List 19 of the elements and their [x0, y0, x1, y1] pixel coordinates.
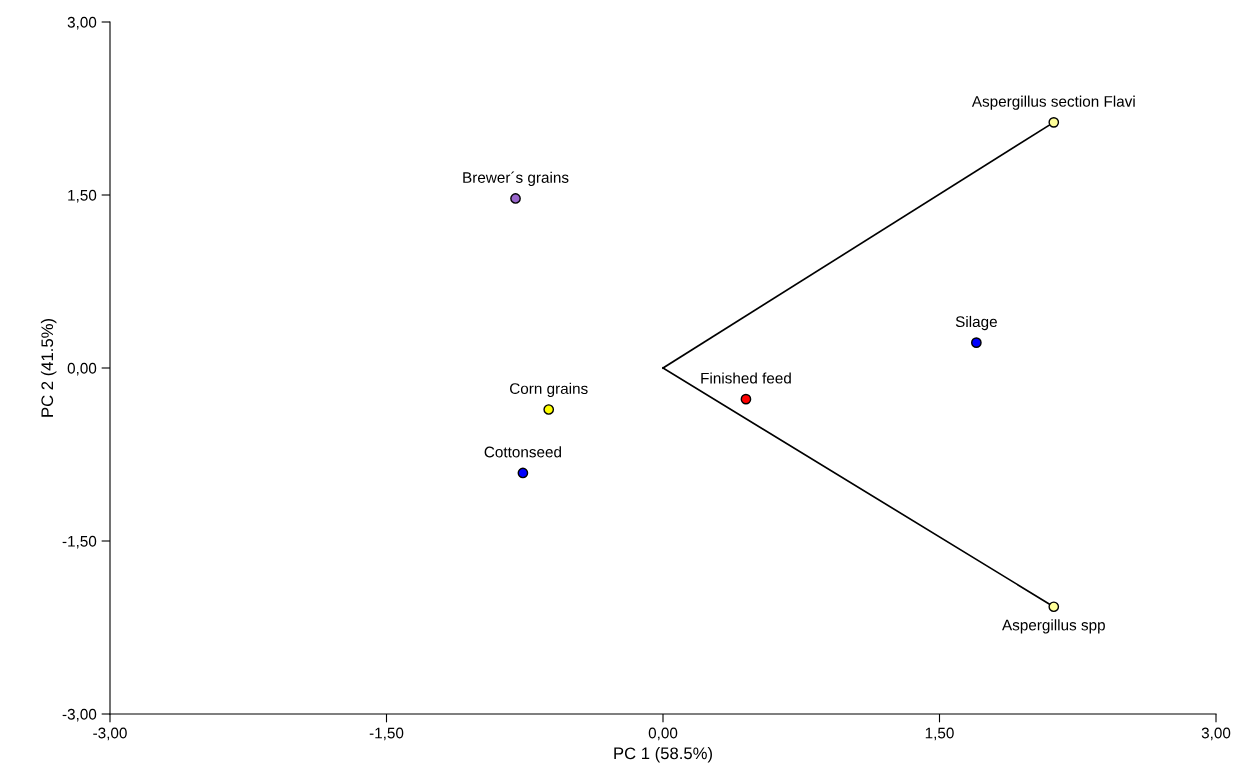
x-tick-label: 3,00: [1201, 727, 1231, 741]
x-tick-label: 1,50: [925, 727, 954, 741]
series-label: Corn grains: [510, 382, 588, 398]
x-axis-title: PC 1 (58.5%): [614, 746, 712, 763]
series-label: Brewer´s grains: [463, 171, 569, 186]
y-tick-label: 3,00: [67, 16, 97, 30]
y-axis-title: PC 2 (41.5%): [40, 319, 57, 417]
x-tick-label: 0,00: [648, 727, 678, 741]
y-tick-label: 1,50: [68, 189, 97, 203]
series-label: Silage: [955, 315, 997, 331]
series-label: Aspergillus spp: [1002, 619, 1105, 634]
y-tick-label: -1,50: [62, 535, 97, 549]
series-label: Aspergillus section Flavi: [971, 95, 1135, 110]
series-label: Finished feed: [701, 372, 791, 384]
x-tick-label: -1,50: [369, 727, 404, 741]
y-tick-label: -3,00: [62, 708, 97, 722]
x-tick-label: -3,00: [93, 727, 127, 741]
y-tick-label: 0,00: [67, 362, 97, 376]
series-label: Cottonseed: [484, 446, 561, 458]
